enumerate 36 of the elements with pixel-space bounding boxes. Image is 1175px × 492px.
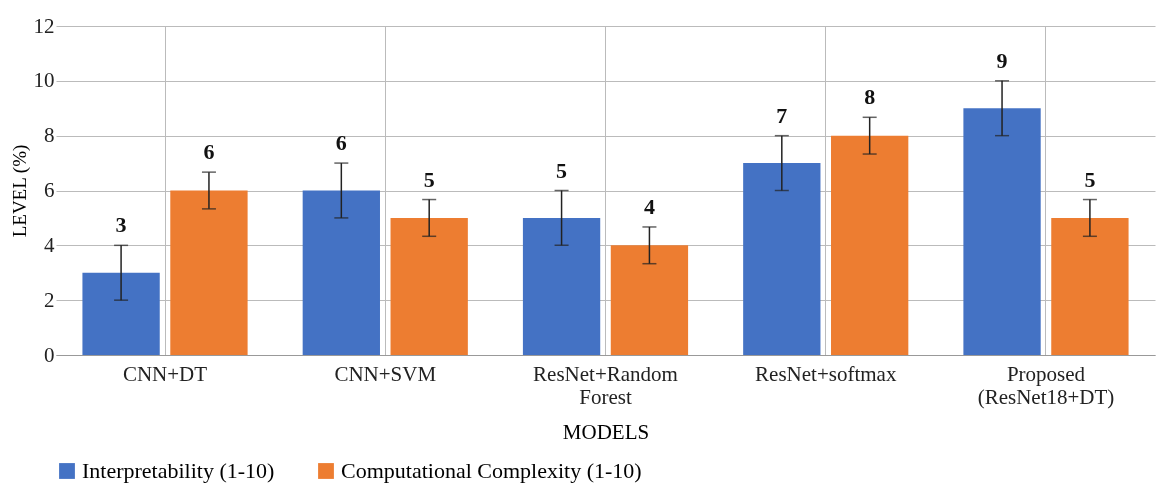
bar	[1051, 217, 1129, 355]
legend-label: Interpretability (1-10)	[82, 458, 275, 483]
data-label: 5	[556, 157, 568, 183]
data-label: 5	[423, 166, 435, 192]
bar	[963, 108, 1041, 355]
data-label: 6	[335, 130, 347, 156]
y-tick-label: 6	[44, 178, 55, 202]
y-tick-label: 8	[44, 123, 55, 148]
data-label: 3	[115, 212, 127, 238]
y-tick-label: 2	[44, 287, 55, 312]
bar	[522, 217, 601, 355]
data-label: 5	[1084, 166, 1096, 192]
x-tick-label: ResNet+softmax	[755, 361, 897, 386]
bar	[170, 190, 248, 355]
x-axis-title: MODELS	[562, 419, 650, 444]
y-tick-label: 12	[33, 13, 55, 38]
y-tick-label: 10	[33, 68, 55, 93]
bar	[302, 190, 380, 355]
y-tick-label: 4	[44, 232, 55, 257]
data-label: 9	[996, 47, 1008, 73]
data-label: 4	[643, 193, 655, 219]
x-tick-label: CNN+DT	[122, 361, 208, 386]
data-label: 7	[776, 102, 788, 128]
legend-label: Computational Complexity (1-10)	[341, 458, 642, 483]
data-label: 6	[203, 139, 215, 165]
x-tick-label: ResNet+Random Forest	[533, 361, 678, 409]
bar	[743, 163, 821, 355]
x-tick-label: CNN+SVM	[334, 361, 437, 386]
y-tick-label: 0	[44, 342, 55, 367]
bar	[82, 272, 160, 355]
y-axis-title: LEVEL (%)	[8, 144, 31, 238]
data-label: 8	[864, 84, 876, 110]
bar	[610, 245, 689, 355]
bar	[390, 217, 468, 355]
x-tick-label: Proposed (ResNet18+DT)	[977, 361, 1115, 409]
bar	[831, 135, 909, 355]
